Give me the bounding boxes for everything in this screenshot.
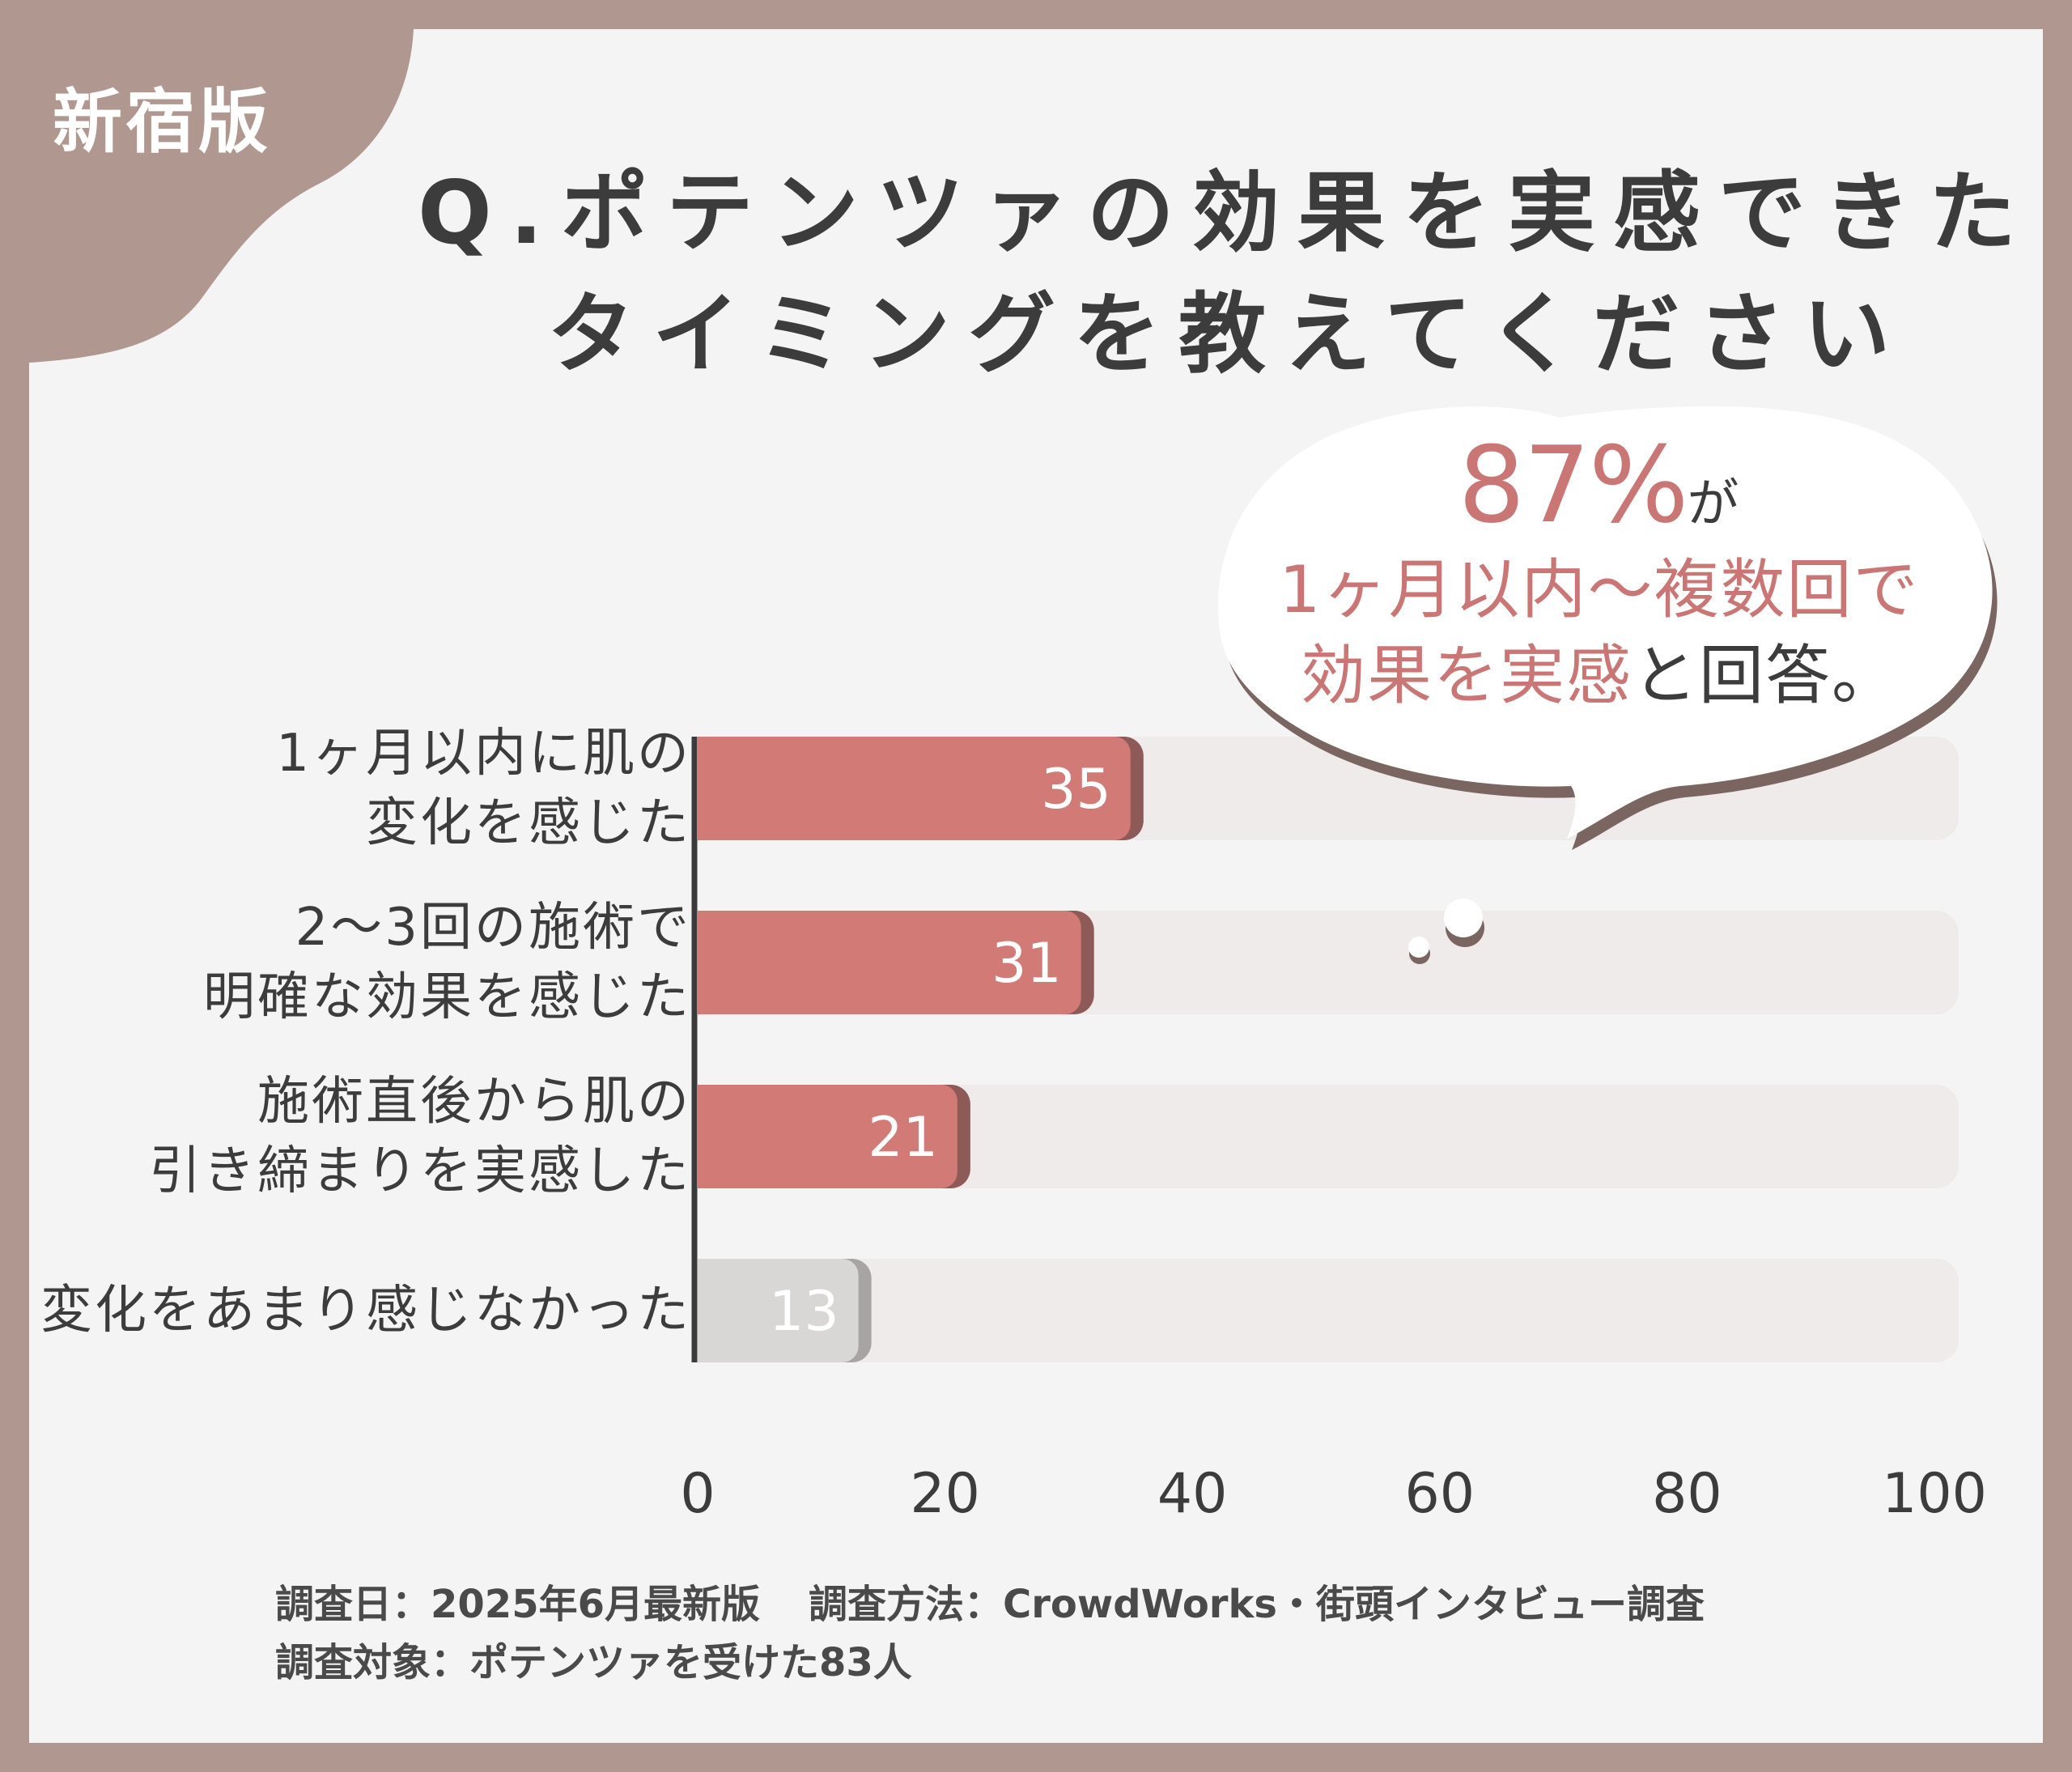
bar <box>698 911 1081 1014</box>
callout-rest: と回答。 <box>1633 638 1898 713</box>
category-label-line: 引き締まりを実感した <box>149 1141 691 1201</box>
corner-badge-shape <box>29 29 414 363</box>
x-tick-label: 0 <box>680 1462 715 1526</box>
survey-method: 調査方法：CrowdWorks・街頭インタビュー調査 <box>809 1582 1705 1627</box>
bar-value-label: 31 <box>991 932 1062 996</box>
category-label-line: 1ヶ月以内に肌の <box>276 724 691 784</box>
footnote-line-2: 調査対象：ポテンツァを受けた83人 <box>275 1634 1753 1692</box>
location-badge: 新宿版 <box>53 82 271 163</box>
bar <box>698 737 1131 840</box>
callout-text: 87%が 1ヶ月以内〜複数回で 効果を実感と回答。 <box>1195 432 2004 719</box>
callout-line-2: 1ヶ月以内〜複数回で <box>1279 552 1920 627</box>
category-label: 変化をあまり感じなかった <box>40 1276 691 1345</box>
callout-line-3: 効果を実感と回答。 <box>1195 633 2004 719</box>
survey-date: 調査日：2025年6月最新版 <box>275 1582 760 1627</box>
bar-left-edge <box>698 1259 730 1362</box>
category-label: 1ヶ月以内に肌の変化を感じた <box>276 719 691 858</box>
bar-left-edge <box>698 911 730 1014</box>
callout-bubble <box>1218 406 1998 964</box>
bar-value-label: 13 <box>769 1280 839 1344</box>
category-label-line: 変化をあまり感じなかった <box>40 1281 691 1341</box>
category-label-line: 変化を感じた <box>366 793 691 853</box>
bar-value-label: 35 <box>1041 758 1111 822</box>
x-tick-label: 60 <box>1405 1462 1475 1526</box>
callout-particle: が <box>1687 474 1741 534</box>
bar-value-label: 21 <box>868 1106 938 1170</box>
survey-target: 調査対象：ポテンツァを受けた83人 <box>275 1640 912 1685</box>
question-title-line-2: タイミングを教えてください <box>547 284 1909 385</box>
bar-left-edge <box>698 737 730 840</box>
category-label-line: 施術直後から肌の <box>257 1072 691 1132</box>
infographic-card: 新宿版 Q.ポテンツァの効果を実感できた タイミングを教えてください 35 31 2… <box>29 29 2043 1743</box>
bar-track <box>698 1085 1959 1188</box>
bar-track <box>698 1259 1959 1362</box>
callout-highlight: 効果を実感 <box>1301 638 1633 713</box>
question-title-line-1: Q.ポテンツァの効果を実感できた <box>418 163 2034 264</box>
category-label: 2〜3回の施術で明確な効果を感じた <box>203 893 691 1032</box>
x-tick-label: 80 <box>1652 1462 1722 1526</box>
bar <box>698 1085 957 1188</box>
survey-footnote: 調査日：2025年6月最新版 調査方法：CrowdWorks・街頭インタビュー調査… <box>275 1575 1753 1692</box>
bar <box>698 1259 859 1362</box>
x-axis-ticks: 0 20 40 60 80 100 <box>680 1462 1987 1526</box>
category-label-line: 明確な効果を感じた <box>203 967 691 1027</box>
bar-chart: 35 31 21 13 0 20 40 60 80 100 <box>680 406 1998 1526</box>
category-label-line: 2〜3回の施術で <box>295 898 691 958</box>
callout-headline: 87%が <box>1195 432 2004 547</box>
x-tick-label: 100 <box>1882 1462 1987 1526</box>
x-tick-label: 40 <box>1157 1462 1228 1526</box>
callout-percent: 87% <box>1458 423 1689 546</box>
category-label: 施術直後から肌の引き締まりを実感した <box>149 1067 691 1206</box>
x-tick-label: 20 <box>910 1462 980 1526</box>
bars: 35 31 21 13 <box>698 737 1144 1362</box>
footnote-line-1: 調査日：2025年6月最新版 調査方法：CrowdWorks・街頭インタビュー調査 <box>275 1575 1753 1634</box>
bar-left-edge <box>698 1085 730 1188</box>
